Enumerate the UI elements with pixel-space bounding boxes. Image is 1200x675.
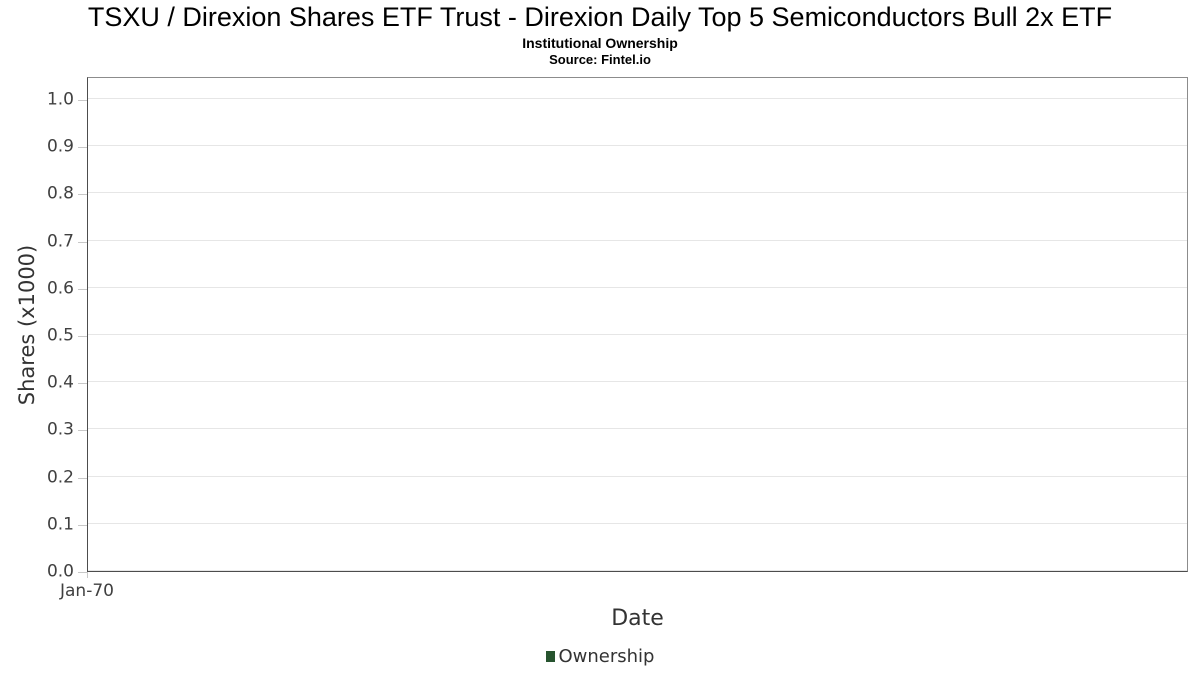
gridline — [88, 239, 1187, 241]
gridline — [88, 522, 1187, 524]
chart-subtitle: Institutional Ownership — [522, 35, 678, 51]
y-tick-label: 0.9 — [46, 136, 74, 157]
x-axis-title: Date — [611, 606, 664, 631]
y-tick-label: 0.6 — [46, 278, 74, 299]
gridline — [88, 570, 1187, 571]
chart-source: Source: Fintel.io — [549, 52, 651, 67]
y-tick-label: 1.0 — [46, 89, 74, 110]
y-tick-mark — [78, 430, 87, 432]
gridline — [88, 192, 1187, 194]
y-tick-label: 0.0 — [46, 561, 74, 582]
y-tick-mark — [78, 100, 87, 101]
ownership-series-swatch-icon — [545, 651, 555, 662]
gridline — [88, 286, 1187, 288]
y-tick-label: 0.5 — [46, 325, 74, 346]
gridline — [88, 428, 1187, 430]
y-tick-mark — [78, 524, 87, 526]
legend: Ownership — [0, 646, 1200, 667]
y-tick-label: 0.1 — [46, 514, 74, 535]
x-tick-mark — [87, 572, 88, 578]
y-tick-mark — [78, 572, 87, 573]
y-tick-mark — [78, 241, 87, 243]
gridline — [88, 145, 1187, 147]
gridline — [88, 98, 1187, 99]
y-tick-mark — [78, 383, 87, 385]
gridline — [88, 381, 1187, 383]
gridline — [88, 334, 1187, 335]
y-tick-label: 0.7 — [46, 231, 74, 252]
y-tick-mark — [78, 194, 87, 196]
y-tick-mark — [78, 288, 87, 290]
legend-item-ownership[interactable]: Ownership — [545, 646, 655, 667]
legend-item-label: Ownership — [558, 646, 655, 667]
y-tick-mark — [78, 336, 87, 337]
gridline — [88, 475, 1187, 477]
y-tick-label: 0.8 — [46, 183, 74, 204]
y-tick-mark — [78, 477, 87, 479]
y-axis-title: Shares (x1000) — [15, 244, 39, 406]
y-tick-mark — [78, 147, 87, 149]
chart-title: TSXU / Direxion Shares ETF Trust - Direx… — [87, 2, 1113, 32]
y-tick-label: 0.3 — [46, 419, 74, 440]
y-tick-label: 0.4 — [46, 372, 74, 393]
x-tick-label: Jan-70 — [60, 581, 114, 601]
plot-area — [87, 77, 1188, 572]
y-tick-label: 0.2 — [46, 467, 74, 488]
